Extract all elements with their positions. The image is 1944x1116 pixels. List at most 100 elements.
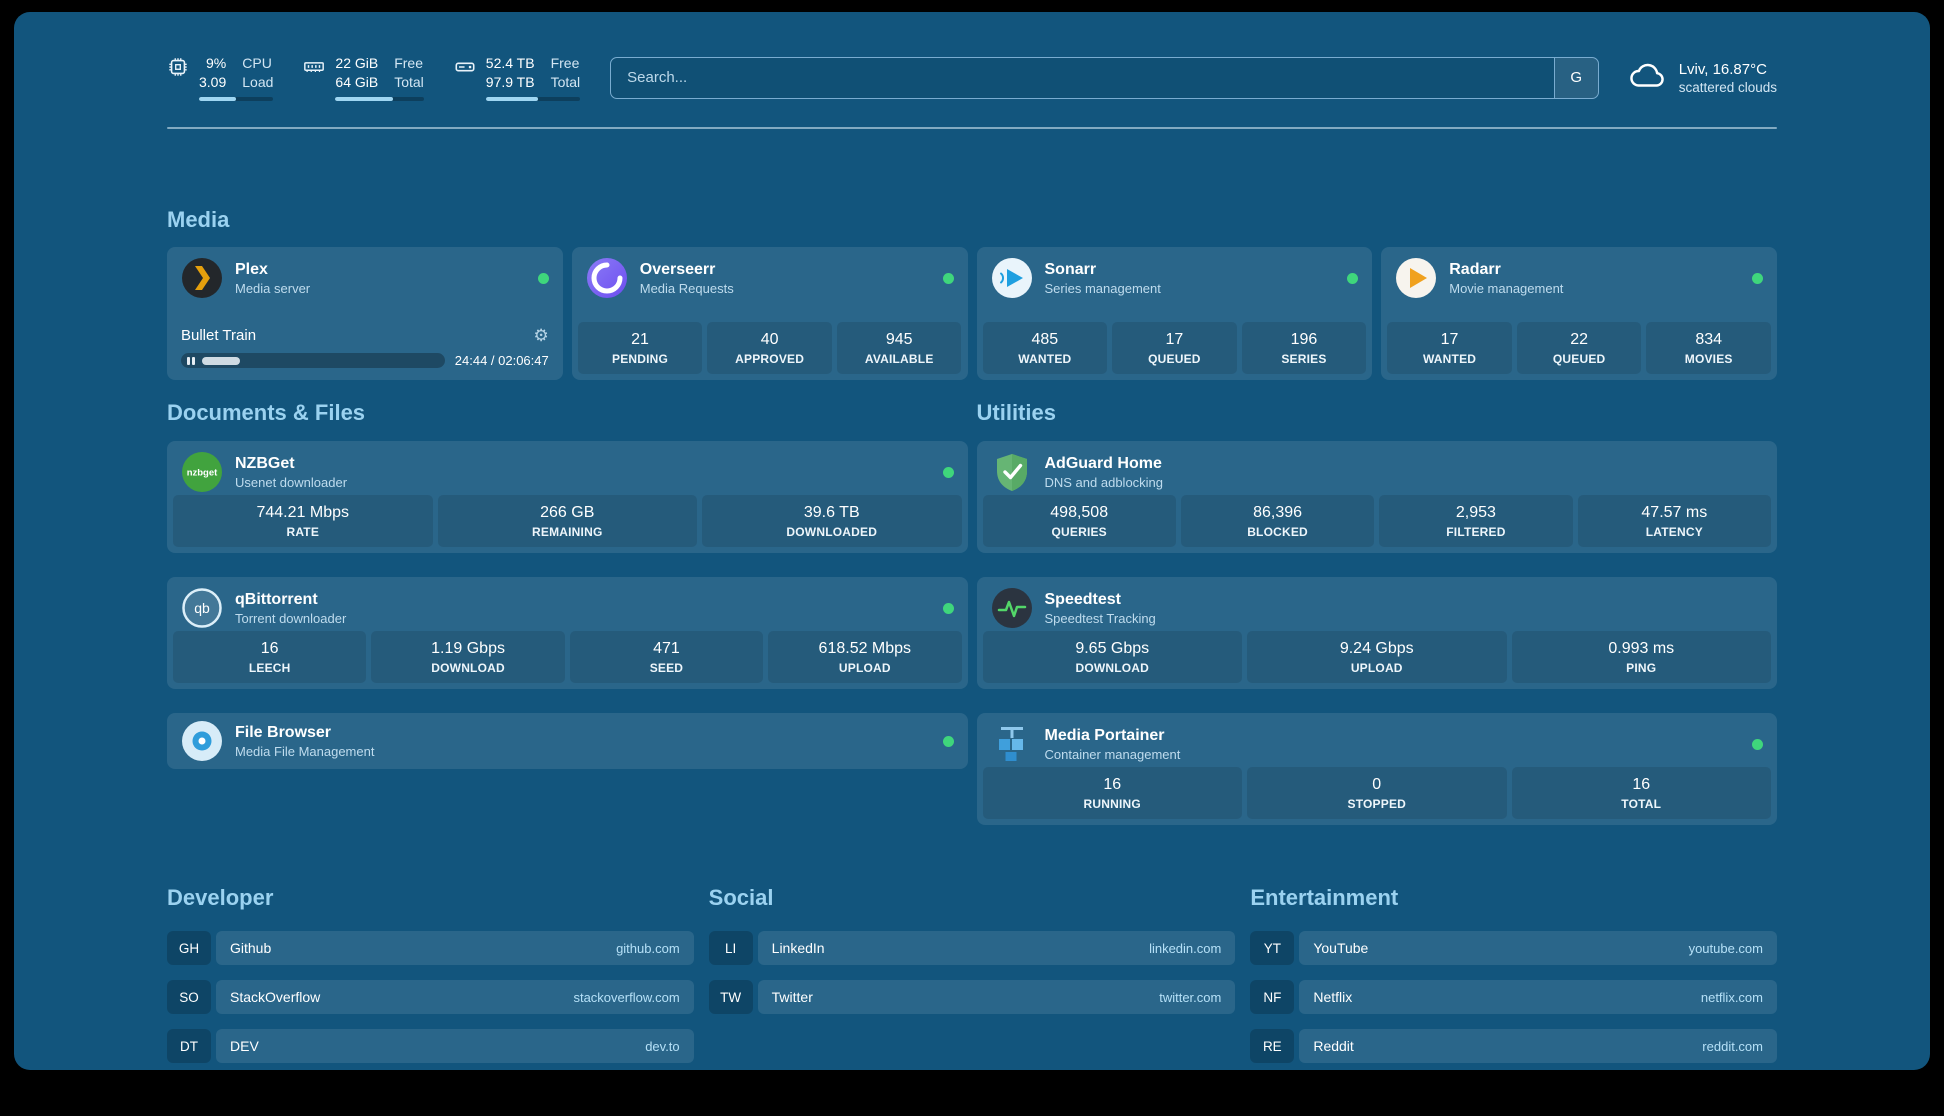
- memory-total-label: Total: [394, 74, 424, 90]
- bookmark-main: Twitter twitter.com: [757, 980, 1236, 1014]
- stat-value: 86,396: [1253, 504, 1303, 521]
- bookmark-abbr: LI: [708, 931, 753, 965]
- speedtest-card[interactable]: Speedtest Speedtest Tracking 9.65 Gbps D…: [976, 577, 1778, 689]
- status-online-dot: [1752, 738, 1763, 750]
- stat-box: 40 APPROVED: [707, 322, 832, 374]
- stat-value: 0.993 ms: [1608, 640, 1675, 657]
- search-bar[interactable]: G: [610, 56, 1599, 99]
- stat-label: DOWNLOAD: [1075, 661, 1150, 675]
- stat-label: PENDING: [612, 352, 669, 366]
- memory-free-value: 22 GiB: [335, 55, 379, 71]
- cpu-usage-bar: [199, 97, 274, 101]
- bookmark-group-social: Social LI LinkedIn linkedin.com TW Twitt…: [708, 885, 1236, 1063]
- qbittorrent-card[interactable]: qb qBittorrent Torrent downloader: [167, 577, 968, 689]
- app-name: Radarr: [1449, 260, 1501, 278]
- bookmark-url: twitter.com: [1159, 989, 1222, 1005]
- bookmark-name: DEV: [230, 1038, 259, 1054]
- section-title-documents: Documents & Files: [167, 400, 366, 425]
- stat-label: QUEUED: [1148, 352, 1201, 366]
- nzbget-card-head: nzbget NZBGet Usenet downloader: [167, 441, 968, 493]
- playback-progress-bar[interactable]: [181, 353, 445, 368]
- stat-box: 196 SERIES: [1241, 322, 1367, 374]
- app-subtitle: Media server: [235, 280, 311, 296]
- nzbget-card[interactable]: nzbget NZBGet Usenet downloader 74: [167, 441, 968, 553]
- stat-box: 2,953 FILTERED: [1379, 495, 1573, 547]
- stat-box: 485 WANTED: [982, 322, 1108, 374]
- bookmark-abbr: SO: [167, 980, 211, 1014]
- qbittorrent-head-text: qBittorrent Torrent downloader: [235, 591, 346, 626]
- app-name: Speedtest: [1044, 590, 1121, 608]
- weather-widget[interactable]: Lviv, 16.87°C scattered clouds: [1629, 61, 1777, 95]
- search-input[interactable]: [611, 57, 1554, 98]
- bookmark-stackoverflow[interactable]: SO StackOverflow stackoverflow.com: [167, 980, 694, 1014]
- stat-label: RATE: [286, 525, 320, 539]
- speedtest-stats: 9.65 Gbps DOWNLOAD 9.24 Gbps UPLOAD 0.99…: [977, 631, 1778, 689]
- bookmark-abbr: YT: [1250, 931, 1295, 965]
- playback-progress-fill: [201, 356, 240, 365]
- qbittorrent-card-head: qb qBittorrent Torrent downloader: [167, 577, 968, 629]
- memory-widget-body: 22 GiB 64 GiB Free Total: [335, 54, 424, 101]
- section-title-social: Social: [708, 885, 774, 910]
- stat-box: 22 QUEUED: [1516, 322, 1642, 374]
- cpu-usage-label: CPU: [242, 55, 272, 71]
- speedtest-card-head: Speedtest Speedtest Tracking: [977, 577, 1778, 629]
- adguard-head-text: AdGuard Home DNS and adblocking: [1045, 455, 1164, 490]
- radarr-card[interactable]: Radarr Movie management 17 WANTED 22 QUE…: [1381, 247, 1777, 380]
- weather-text: Lviv, 16.87°C scattered clouds: [1679, 61, 1777, 95]
- svg-text:nzbget: nzbget: [187, 468, 218, 479]
- memory-ram-icon: [303, 56, 325, 83]
- weather-location: Lviv, 16.87°C: [1678, 60, 1767, 78]
- sonarr-card[interactable]: Sonarr Series management 485 WANTED 17 Q…: [976, 247, 1373, 380]
- speedtest-pulse-icon: [991, 587, 1033, 629]
- bookmark-github[interactable]: GH Github github.com: [167, 931, 694, 965]
- stat-value: 17: [1440, 331, 1459, 348]
- app-name: Plex: [235, 260, 268, 278]
- plex-card[interactable]: Plex Media server Bullet Train ⚙: [167, 247, 563, 380]
- filebrowser-card[interactable]: File Browser Media File Management: [167, 713, 968, 769]
- stat-value: 16: [1632, 776, 1651, 793]
- bookmark-twitter[interactable]: TW Twitter twitter.com: [708, 980, 1236, 1014]
- overseerr-card-head: Overseerr Media Requests: [572, 247, 968, 299]
- bookmark-reddit[interactable]: RE Reddit reddit.com: [1250, 1029, 1777, 1063]
- app-subtitle: Media File Management: [235, 743, 375, 759]
- stat-box: 17 QUEUED: [1112, 322, 1237, 374]
- stat-value: 1.19 Gbps: [431, 640, 505, 657]
- bookmark-linkedin[interactable]: LI LinkedIn linkedin.com: [708, 931, 1236, 965]
- stat-box: 16 RUNNING: [982, 767, 1242, 819]
- stat-box: 834 MOVIES: [1646, 322, 1771, 374]
- status-online-dot: [942, 602, 954, 614]
- bookmark-netflix[interactable]: NF Netflix netflix.com: [1250, 980, 1777, 1014]
- bookmark-name: Netflix: [1313, 989, 1353, 1005]
- bookmark-youtube[interactable]: YT YouTube youtube.com: [1250, 931, 1777, 965]
- bookmark-url: stackoverflow.com: [573, 989, 680, 1005]
- stat-label: UPLOAD: [1350, 661, 1403, 675]
- adguard-card[interactable]: AdGuard Home DNS and adblocking 498,508 …: [976, 441, 1777, 553]
- bookmark-dev[interactable]: DT DEV dev.to: [167, 1029, 694, 1063]
- svg-text:qb: qb: [194, 600, 210, 616]
- bookmark-list: LI LinkedIn linkedin.com TW Twitter twit…: [708, 931, 1236, 1014]
- dashboard-page: 9% 3.09 CPU Load: [14, 12, 1930, 1070]
- app-subtitle: Container management: [1044, 746, 1181, 762]
- stat-box: 618.52 Mbps UPLOAD: [768, 631, 962, 683]
- stat-value: 471: [653, 640, 680, 657]
- utilities-column: Utilities: [976, 400, 1778, 825]
- stat-label: WANTED: [1018, 352, 1072, 366]
- portainer-card[interactable]: Media Portainer Container management 16 …: [976, 713, 1778, 825]
- overseerr-card[interactable]: Overseerr Media Requests 21 PENDING 40 A…: [571, 247, 968, 380]
- plex-card-head: Plex Media server: [167, 247, 563, 299]
- bookmark-main: StackOverflow stackoverflow.com: [216, 980, 694, 1014]
- stat-label: BLOCKED: [1247, 525, 1308, 539]
- portainer-stats: 16 RUNNING 0 STOPPED 16 TOTAL: [977, 767, 1778, 825]
- stat-box: 47.57 ms LATENCY: [1577, 495, 1771, 547]
- gear-icon[interactable]: ⚙: [533, 326, 549, 345]
- memory-widget: 22 GiB 64 GiB Free Total: [303, 54, 424, 101]
- bookmark-group-developer: Developer GH Github github.com SO StackO…: [167, 885, 694, 1063]
- stat-value: 196: [1290, 331, 1318, 348]
- pause-icon[interactable]: [187, 356, 195, 365]
- bookmark-name: YouTube: [1313, 940, 1369, 956]
- bookmark-name: Reddit: [1313, 1038, 1354, 1054]
- stat-label: UPLOAD: [838, 661, 891, 675]
- stat-value: 834: [1695, 331, 1723, 348]
- search-engine-button[interactable]: G: [1553, 57, 1598, 98]
- stat-box: 498,508 QUERIES: [982, 495, 1176, 547]
